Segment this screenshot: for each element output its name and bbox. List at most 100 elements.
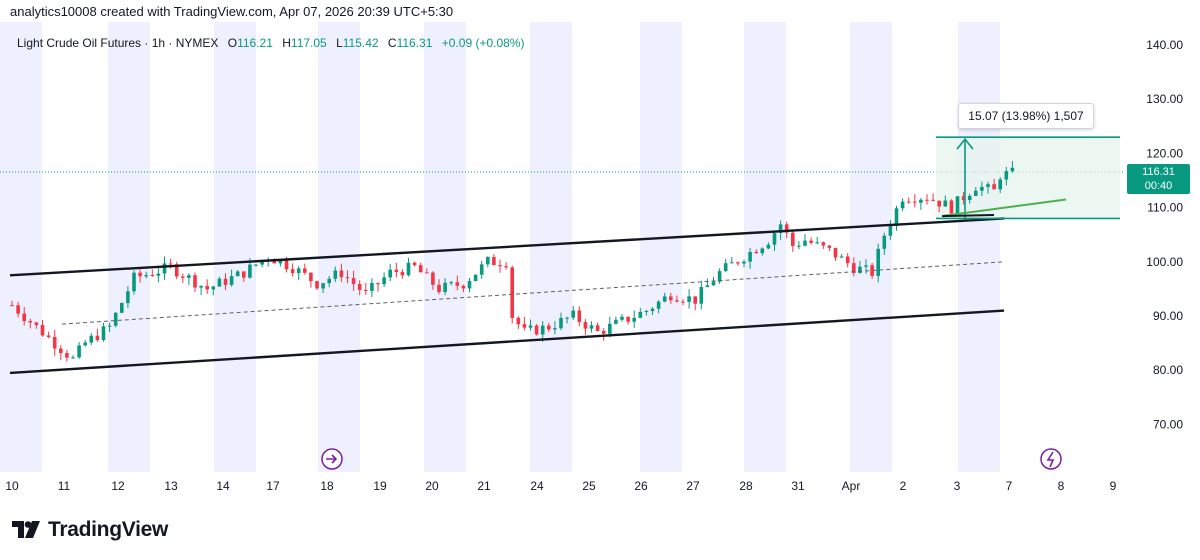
session-band — [108, 22, 150, 472]
candle — [522, 324, 527, 328]
candle — [327, 278, 331, 284]
x-tick-label: 24 — [530, 479, 544, 493]
candle — [858, 266, 862, 273]
session-band — [0, 22, 42, 472]
candle — [644, 311, 649, 313]
y-axis: 140.00 130.00 120.00 110.00 100.00 90.00 80.00… — [1146, 38, 1183, 431]
candle — [778, 224, 783, 234]
candle — [992, 184, 996, 190]
candle — [217, 278, 222, 287]
earnings-marker[interactable] — [1040, 448, 1062, 470]
y-tick-label: 140.00 — [1146, 38, 1183, 52]
close-label: C — [387, 36, 397, 50]
candle — [370, 283, 374, 291]
candle — [193, 275, 197, 288]
flat-support-line[interactable] — [941, 214, 995, 218]
x-tick-label: 12 — [111, 479, 125, 493]
candle — [870, 265, 874, 276]
candle — [669, 296, 673, 301]
candle — [730, 262, 734, 264]
x-tick-label: 25 — [582, 479, 596, 493]
price-range-area — [936, 137, 1120, 219]
candle — [254, 264, 258, 266]
candle — [473, 274, 478, 282]
session-band — [424, 22, 466, 472]
candle — [974, 190, 978, 196]
candle — [906, 201, 911, 203]
candle — [540, 325, 545, 335]
x-tick-label: 18 — [320, 479, 334, 493]
candle — [766, 244, 771, 249]
candle — [528, 325, 533, 328]
candle — [650, 308, 655, 312]
candle — [235, 271, 240, 277]
chart-header-caption: analytics10008 created with TradingView.… — [10, 4, 454, 19]
candle — [852, 263, 856, 273]
channel-lower-line[interactable] — [9, 309, 1005, 375]
x-tick-label: 26 — [634, 479, 648, 493]
candle — [681, 301, 685, 303]
support-trendline[interactable] — [943, 198, 1067, 217]
x-tick-label: 27 — [686, 479, 700, 493]
symbol-title: Light Crude Oil Futures · 1h · NYMEX — [17, 36, 219, 50]
candle — [71, 357, 75, 359]
tradingview-logo[interactable]: TradingView — [12, 518, 168, 542]
price-range-label[interactable]: 15.07 (13.98%) 1,507 — [958, 103, 1094, 129]
x-tick-label: 14 — [216, 479, 230, 493]
candle — [937, 200, 941, 207]
high-label: H — [282, 36, 291, 50]
x-tick-label: Apr — [842, 479, 861, 493]
y-tick-label: 100.00 — [1146, 255, 1183, 269]
candle — [949, 200, 954, 214]
candle — [138, 272, 142, 277]
candle — [425, 272, 429, 274]
candle — [894, 208, 899, 226]
candle — [601, 330, 606, 334]
candle — [839, 256, 844, 258]
candle — [364, 289, 368, 291]
candle — [815, 242, 819, 244]
candle — [821, 242, 826, 246]
candle — [693, 296, 697, 304]
candle — [205, 285, 209, 290]
x-tick-label: 13 — [164, 479, 178, 493]
bar-countdown: 00:40 — [1144, 180, 1173, 192]
candle — [162, 263, 167, 274]
drawings — [9, 136, 1120, 375]
candle — [589, 325, 594, 329]
session-band — [530, 22, 572, 472]
session-bands — [0, 22, 1000, 472]
x-tick-label: 7 — [1006, 479, 1013, 493]
x-tick-label: 10 — [5, 479, 19, 493]
candle — [845, 256, 850, 264]
candle — [77, 345, 81, 358]
candle — [455, 282, 460, 286]
candle — [577, 310, 582, 323]
candle — [717, 271, 722, 282]
x-tick-label: 31 — [791, 479, 805, 493]
candle — [699, 287, 704, 304]
candle — [223, 278, 228, 285]
candle — [882, 235, 887, 249]
dividends-marker[interactable] — [321, 448, 343, 470]
candle — [16, 305, 20, 314]
candle — [357, 283, 362, 290]
x-tick-label: 28 — [739, 479, 753, 493]
candle — [980, 186, 984, 191]
candle — [492, 257, 496, 266]
x-tick-label: 8 — [1058, 479, 1065, 493]
candle — [107, 325, 112, 327]
candle — [913, 201, 917, 203]
channel-upper-line[interactable] — [9, 217, 1005, 277]
y-tick-label: 70.00 — [1153, 417, 1183, 431]
candle — [321, 283, 325, 289]
candle — [534, 325, 539, 335]
candle — [181, 276, 185, 278]
candle — [791, 232, 795, 246]
candle — [120, 303, 124, 313]
x-axis: 10 11 12 13 14 17 18 19 20 21 24 25 26 27 28 31 Apr 2 3 7 8 9 — [5, 479, 1116, 493]
candle — [376, 283, 380, 285]
candle — [296, 268, 301, 274]
channel-median-line[interactable] — [61, 261, 1005, 325]
